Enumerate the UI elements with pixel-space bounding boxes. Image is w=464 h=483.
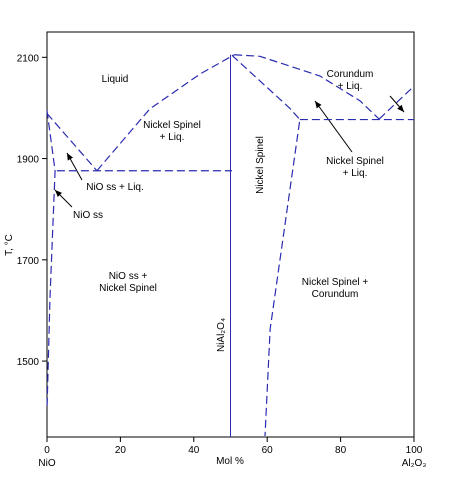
arrow xyxy=(389,95,405,113)
phase-boundary xyxy=(46,113,98,172)
x-tick-label: 0 xyxy=(44,445,50,456)
region-label: Corundum + Liq. xyxy=(327,69,374,92)
region-label-line: + Liq. xyxy=(338,81,363,92)
phase-boundary xyxy=(234,54,380,120)
y-axis-label: T, °C xyxy=(4,234,15,256)
arrows xyxy=(54,95,405,208)
y-tick-label: 1700 xyxy=(17,256,40,267)
x-axis-label: Mol % xyxy=(216,456,244,467)
arrow xyxy=(54,189,73,208)
region-label-line: Nickel Spinel xyxy=(143,120,201,131)
region-label: Nickel Spinel + Corundum xyxy=(302,277,369,300)
x-end-label: Al₂O₃ xyxy=(402,458,427,469)
region-label: Nickel Spinel xyxy=(255,136,266,194)
region-label-line: NiAl₂O₄ xyxy=(216,318,227,352)
y-tick-label: 2100 xyxy=(17,53,40,64)
region-label-line: NiO ss + Liq. xyxy=(86,182,144,193)
region-label-line: NiO ss xyxy=(73,210,103,221)
x-tick-label: 80 xyxy=(335,445,347,456)
region-label-line: Corundum xyxy=(327,69,374,80)
region-label-line: Corundum xyxy=(312,289,359,300)
phase-boundary xyxy=(96,54,235,172)
region-label: Nickel Spinel + Liq. xyxy=(326,156,384,179)
y-tick-label: 1500 xyxy=(17,357,40,368)
region-label-line: NiO ss + xyxy=(109,271,148,282)
region-label: NiAl₂O₄ xyxy=(216,318,227,352)
region-label-line: + Liq. xyxy=(160,132,185,143)
x-tick-label: 40 xyxy=(188,445,200,456)
region-label-line: Nickel Spinel + xyxy=(302,277,369,288)
region-label-line: + Liq. xyxy=(343,168,368,179)
arrow xyxy=(314,100,353,153)
region-label: Liquid xyxy=(102,74,129,85)
region-label-line: Liquid xyxy=(102,74,129,85)
x-tick-label: 100 xyxy=(406,445,423,456)
region-label: NiO ss xyxy=(73,210,103,221)
region-label: NiO ss + Liq. xyxy=(86,182,144,193)
x-tick-label: 20 xyxy=(115,445,127,456)
phase-boundary xyxy=(378,85,415,120)
region-label: NiO ss + Nickel Spinel xyxy=(99,271,157,294)
x-end-label: NiO xyxy=(38,458,55,469)
region-label-line: Nickel Spinel xyxy=(255,136,266,194)
region-label-line: Nickel Spinel xyxy=(326,156,384,167)
x-tick-label: 60 xyxy=(262,445,274,456)
phase-boundary xyxy=(46,110,56,410)
phase-boundary xyxy=(231,54,301,437)
region-label: Nickel Spinel + Liq. xyxy=(143,120,201,143)
y-tick-label: 1900 xyxy=(17,155,40,166)
region-label-line: Nickel Spinel xyxy=(99,283,157,294)
arrow xyxy=(66,152,83,181)
